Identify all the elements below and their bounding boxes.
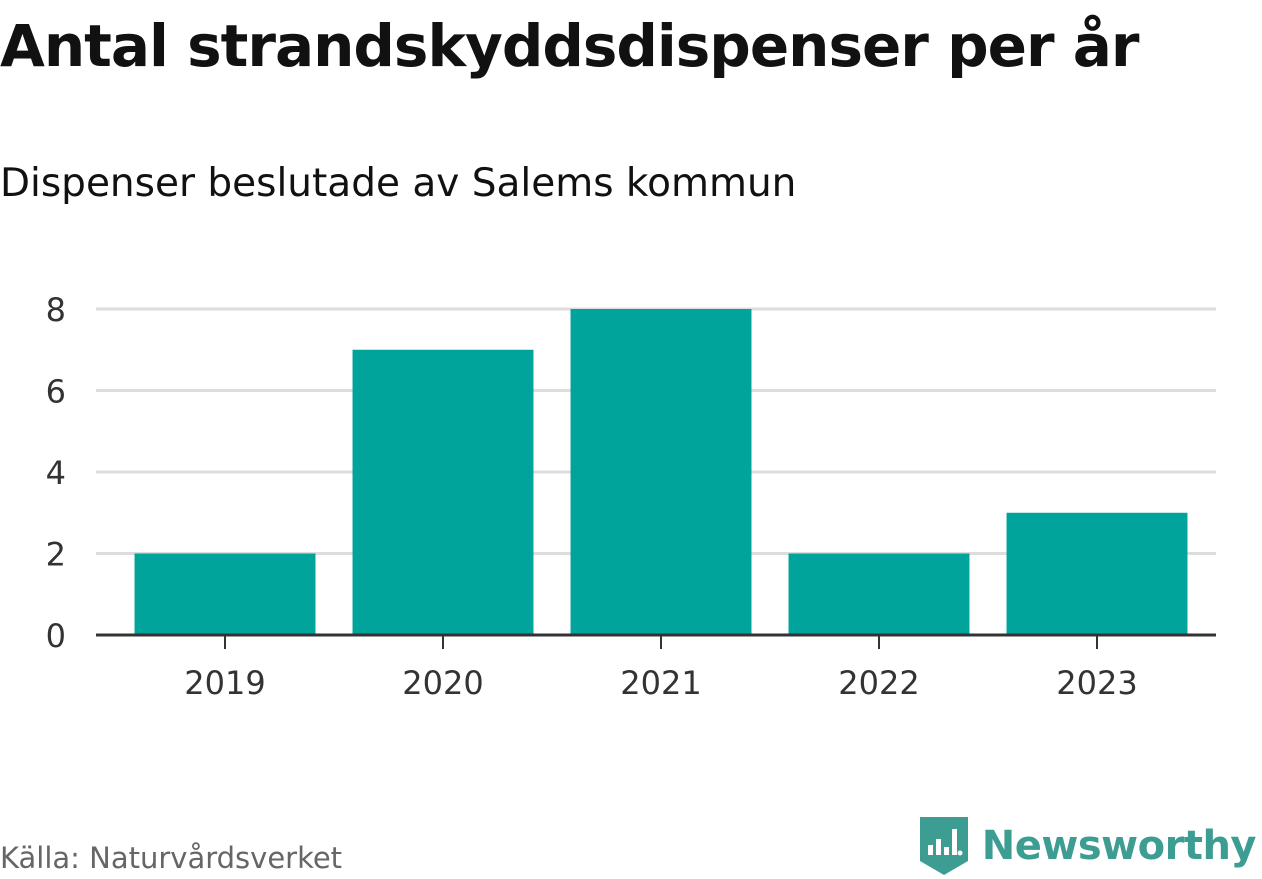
x-axis [96, 633, 1216, 649]
brand-name: Newsworthy [981, 823, 1257, 869]
y-tick-label: 2 [46, 536, 66, 574]
bar-2020 [352, 349, 534, 635]
newsworthy-logo-icon [919, 817, 968, 875]
x-tick-label: 2022 [838, 664, 919, 702]
y-tick-label: 6 [46, 373, 66, 411]
y-axis-tick-labels: 0 2 4 6 8 [46, 291, 66, 655]
chart-subtitle: Dispenser beslutade av Salems kommun [0, 161, 797, 206]
y-tick-label: 8 [46, 291, 66, 329]
bar-2022 [788, 553, 970, 635]
bar-2019 [134, 553, 316, 635]
x-tick-label: 2023 [1056, 664, 1137, 702]
y-tick-label: 0 [46, 617, 66, 655]
y-tick-label: 4 [46, 454, 66, 492]
chart-title: Antal strandskyddsdispenser per år [0, 12, 1139, 80]
bars [134, 309, 1188, 635]
x-tick-label: 2020 [402, 664, 483, 702]
x-tick-label: 2019 [184, 664, 265, 702]
x-axis-tick-labels: 2019 2020 2021 2022 2023 [184, 664, 1137, 702]
source-note: Källa: Naturvårdsverket [0, 841, 343, 875]
bar-2023 [1006, 512, 1188, 635]
brand-logo[interactable]: Newsworthy [919, 817, 1257, 875]
bar-2021 [570, 309, 752, 635]
x-tick-label: 2021 [620, 664, 701, 702]
